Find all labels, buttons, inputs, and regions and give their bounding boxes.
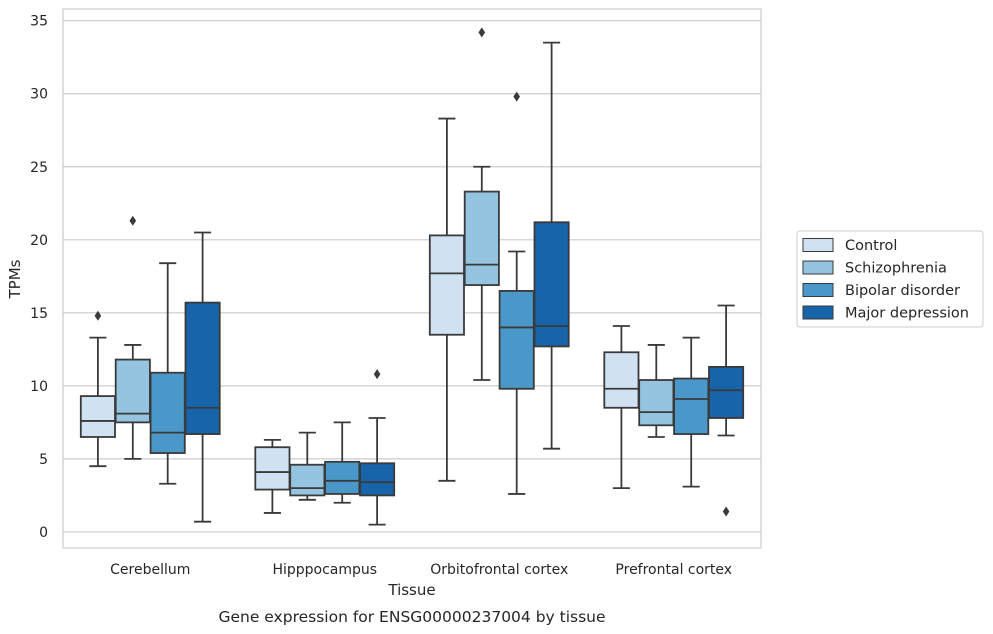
legend-label: Schizophrenia <box>845 261 947 277</box>
box-body <box>463 190 500 286</box>
y-tick-label: 10 <box>30 379 48 395</box>
legend-label: Major depression <box>845 306 969 322</box>
legend-swatch <box>802 260 834 275</box>
box-body <box>254 446 291 491</box>
legend-label: Control <box>845 238 897 254</box>
box-2-1 <box>463 27 500 381</box>
box-body <box>708 365 745 419</box>
x-tick-label: Orbitofrontal cortex <box>430 562 568 578</box>
box-2-2 <box>498 91 535 495</box>
x-axis-ticks: Cerebellum Hipppocampus Orbitofrontal cort… <box>110 562 732 578</box>
box-body <box>79 395 116 438</box>
legend-frame <box>796 230 984 328</box>
box-body <box>498 290 535 390</box>
y-axis-title: TPMs <box>6 259 24 299</box>
box-1-0 <box>254 439 291 514</box>
box-0-1 <box>114 215 151 460</box>
legend-swatch <box>802 305 834 320</box>
box-1-1 <box>289 431 326 501</box>
x-axis-title: Tissue <box>387 581 435 599</box>
y-tick-label: 5 <box>39 452 48 468</box>
box-body <box>114 358 151 424</box>
box-body <box>533 221 570 348</box>
outlier-point <box>513 91 520 102</box>
y-tick-label: 30 <box>30 87 48 103</box>
x-tick-label: Prefrontal cortex <box>615 562 732 578</box>
legend-swatch <box>802 238 834 252</box>
outlier-point <box>373 369 381 380</box>
box-2-3 <box>533 41 570 450</box>
plot-frame <box>62 8 762 549</box>
box-0-3 <box>184 231 221 523</box>
box-0-2 <box>149 262 186 485</box>
x-tick-label: Hipppocampus <box>272 562 377 578</box>
box-3-0 <box>603 325 640 490</box>
outlier-point <box>478 27 486 38</box>
box-0-0 <box>79 310 116 468</box>
y-tick-label: 15 <box>30 306 48 322</box>
legend: Control Schizophrenia Bipolar disorder Majo… <box>796 230 984 328</box>
outlier-point <box>94 310 102 321</box>
y-tick-label: 0 <box>39 525 48 541</box>
box-body <box>289 463 326 497</box>
box-body <box>359 462 396 497</box>
box-body <box>428 234 465 336</box>
y-tick-label: 25 <box>30 160 48 176</box>
legend-item: Schizophrenia <box>802 260 947 277</box>
box-1-2 <box>324 421 361 504</box>
x-tick-label: Cerebellum <box>110 562 190 578</box>
box-3-1 <box>638 344 675 438</box>
legend-swatch <box>802 283 834 297</box>
box-body <box>603 351 640 409</box>
y-tick-label: 35 <box>30 14 48 30</box>
box-body <box>673 377 710 435</box>
legend-item: Major depression <box>802 305 969 322</box>
box-3-3 <box>708 304 745 517</box>
box-groups <box>79 27 745 526</box>
box-3-2 <box>673 336 710 488</box>
y-tick-label: 20 <box>30 233 48 249</box>
outlier-point <box>722 506 730 517</box>
box-1-3 <box>359 369 396 526</box>
legend-item: Bipolar disorder <box>802 283 960 299</box>
box-body <box>149 371 186 454</box>
y-axis-ticks: 0 5 10 15 20 25 30 35 <box>30 14 48 541</box>
outlier-point <box>129 215 137 226</box>
box-2-0 <box>428 117 465 482</box>
box-body <box>638 379 675 427</box>
legend-label: Bipolar disorder <box>845 283 960 299</box>
figure-caption: Gene expression for ENSG00000237004 by t… <box>218 608 605 626</box>
legend-item: Control <box>802 238 897 254</box>
box-body <box>324 460 361 495</box>
box-body <box>184 301 221 435</box>
